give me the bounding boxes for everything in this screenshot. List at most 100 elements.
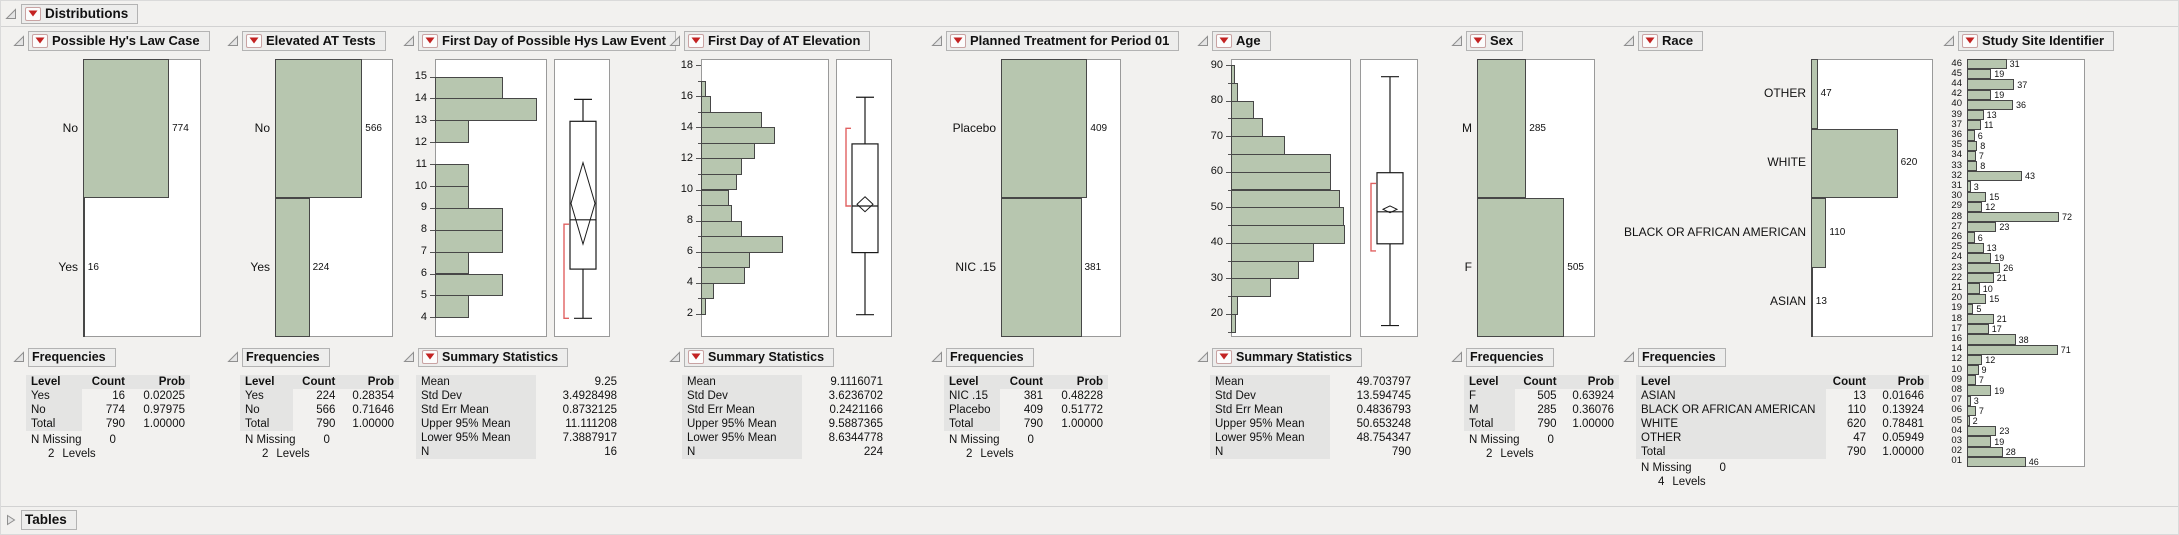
histogram-bar[interactable]	[435, 251, 469, 275]
mosaic-bar[interactable]	[1967, 130, 1975, 141]
histogram-bar[interactable]	[701, 111, 763, 129]
histogram-bar[interactable]	[1231, 278, 1272, 298]
disclosure-triangle-icon[interactable]	[13, 35, 25, 47]
disclosure-triangle-icon[interactable]	[1197, 35, 1209, 47]
disclosure-triangle-icon[interactable]	[403, 35, 415, 47]
histogram-bar[interactable]	[701, 205, 732, 222]
mosaic-bar[interactable]	[1967, 232, 1975, 243]
histogram-bar[interactable]	[1231, 171, 1331, 191]
histogram-bar[interactable]	[1231, 100, 1254, 120]
mosaic-bar[interactable]	[1967, 120, 1982, 131]
histogram-bar[interactable]	[1231, 118, 1263, 138]
red-triangle-menu-icon[interactable]	[1962, 33, 1978, 48]
mosaic-bar[interactable]	[1967, 273, 1994, 284]
histogram-bar[interactable]	[1231, 242, 1314, 262]
histogram-bar[interactable]	[435, 164, 469, 187]
histogram-bar[interactable]	[701, 96, 712, 113]
mosaic-bar[interactable]	[275, 198, 310, 337]
mosaic-bar[interactable]	[1967, 171, 2022, 182]
histogram-bar[interactable]	[1231, 65, 1236, 84]
distributions-title-strip[interactable]: Distributions	[21, 4, 139, 24]
mosaic-bar[interactable]	[1967, 365, 1979, 376]
mosaic-bar[interactable]	[1967, 405, 1976, 416]
histogram-bar[interactable]	[1231, 189, 1340, 209]
mosaic-bar[interactable]	[1967, 375, 1976, 386]
mosaic-bar[interactable]	[1967, 395, 1971, 406]
mosaic-bar[interactable]	[1967, 303, 1974, 314]
histogram-bar[interactable]	[701, 158, 742, 175]
histogram-bar[interactable]	[701, 220, 742, 237]
panel-title-strip[interactable]: First Day of Possible Hys Law Event	[418, 31, 676, 51]
mosaic-bar[interactable]	[1967, 334, 2016, 345]
histogram-bar[interactable]	[1231, 82, 1238, 102]
histogram-bar[interactable]	[701, 298, 707, 315]
section-title-strip[interactable]: Frequencies	[946, 347, 1034, 367]
red-triangle-menu-icon[interactable]	[422, 349, 438, 364]
mosaic-bar[interactable]	[83, 59, 170, 198]
mosaic-bar[interactable]	[1967, 344, 2058, 355]
disclosure-triangle-icon[interactable]	[931, 35, 943, 47]
red-triangle-menu-icon[interactable]	[422, 33, 438, 48]
mosaic-bar[interactable]	[1967, 426, 1997, 437]
section-title-strip[interactable]: Summary Statistics	[418, 347, 569, 367]
section-title-strip[interactable]: Frequencies	[1638, 347, 1726, 367]
panel-title-strip[interactable]: Elevated AT Tests	[242, 31, 386, 51]
disclosure-triangle-icon[interactable]	[13, 351, 25, 363]
mosaic-bar[interactable]	[1967, 293, 1987, 304]
disclosure-triangle-icon[interactable]	[1943, 35, 1955, 47]
mosaic-bar[interactable]	[1967, 252, 1992, 263]
red-triangle-menu-icon[interactable]	[1642, 33, 1658, 48]
mosaic-bar[interactable]	[1967, 324, 1989, 335]
histogram-bar[interactable]	[1231, 225, 1345, 244]
red-triangle-menu-icon[interactable]	[32, 33, 48, 48]
mosaic-bar[interactable]	[1967, 263, 2001, 274]
histogram-bar[interactable]	[1231, 296, 1238, 315]
disclosure-triangle-icon[interactable]	[1451, 35, 1463, 47]
mosaic-bar[interactable]	[1811, 267, 1813, 337]
disclosure-triangle-icon[interactable]	[403, 351, 415, 363]
section-title-strip[interactable]: Summary Statistics	[1212, 347, 1363, 367]
histogram-bar[interactable]	[701, 142, 755, 160]
section-title-strip[interactable]: Frequencies	[242, 347, 330, 367]
mosaic-bar[interactable]	[1967, 69, 1992, 80]
histogram-bar[interactable]	[435, 120, 469, 144]
disclosure-triangle-icon[interactable]	[227, 351, 239, 363]
histogram-bar[interactable]	[701, 282, 714, 300]
histogram-bar[interactable]	[701, 127, 776, 144]
mosaic-bar[interactable]	[1001, 198, 1082, 337]
tables-title-strip[interactable]: Tables	[21, 510, 77, 530]
disclosure-triangle-collapsed-icon[interactable]	[5, 514, 17, 526]
mosaic-bar[interactable]	[1967, 212, 2059, 223]
mosaic-bar[interactable]	[1967, 283, 1980, 294]
histogram-bar[interactable]	[435, 273, 503, 297]
mosaic-bar[interactable]	[1967, 314, 1994, 325]
panel-title-strip[interactable]: Sex	[1466, 31, 1524, 51]
histogram-bar[interactable]	[435, 295, 469, 319]
red-triangle-menu-icon[interactable]	[688, 33, 704, 48]
red-triangle-menu-icon[interactable]	[1216, 349, 1232, 364]
section-title-strip[interactable]: Summary Statistics	[684, 347, 835, 367]
mosaic-bar[interactable]	[1967, 99, 2013, 110]
panel-title-strip[interactable]: Possible Hy's Law Case	[28, 31, 210, 51]
mosaic-bar[interactable]	[1967, 161, 1978, 172]
mosaic-bar[interactable]	[1967, 385, 1992, 396]
mosaic-bar[interactable]	[1967, 242, 1984, 253]
histogram-bar[interactable]	[1231, 313, 1237, 333]
panel-title-strip[interactable]: First Day of AT Elevation	[684, 31, 871, 51]
histogram-bar[interactable]	[1231, 207, 1344, 226]
histogram-bar[interactable]	[701, 251, 750, 269]
mosaic-bar[interactable]	[1477, 198, 1565, 337]
red-triangle-menu-icon[interactable]	[688, 349, 704, 364]
mosaic-bar[interactable]	[1967, 140, 1978, 151]
disclosure-triangle-icon[interactable]	[931, 351, 943, 363]
histogram-bar[interactable]	[435, 98, 537, 122]
histogram-bar[interactable]	[701, 267, 745, 284]
disclosure-triangle-icon[interactable]	[669, 351, 681, 363]
mosaic-bar[interactable]	[1477, 59, 1527, 198]
disclosure-triangle-icon[interactable]	[1197, 351, 1209, 363]
histogram-bar[interactable]	[1231, 136, 1286, 155]
disclosure-triangle-icon[interactable]	[227, 35, 239, 47]
red-triangle-menu-icon[interactable]	[1470, 33, 1486, 48]
red-triangle-menu-icon[interactable]	[950, 33, 966, 48]
histogram-bar[interactable]	[701, 236, 783, 253]
